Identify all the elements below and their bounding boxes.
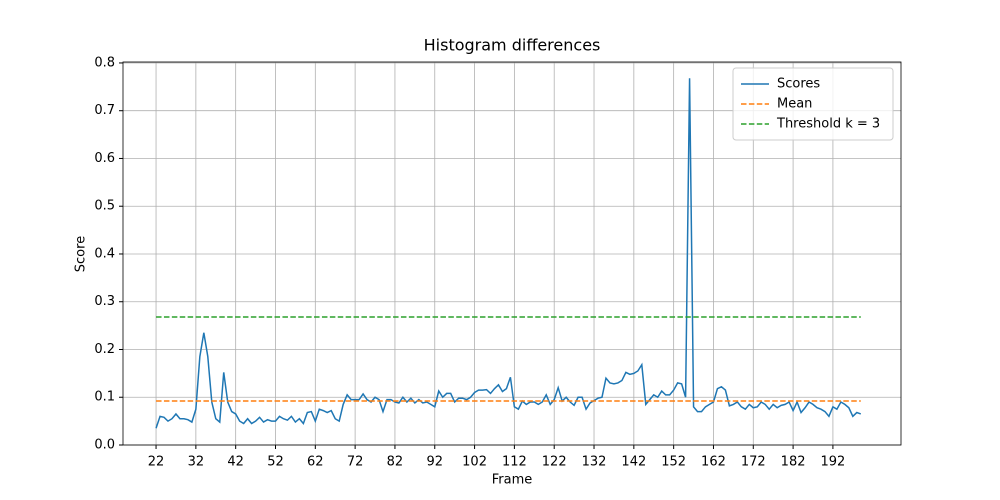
y-tick-label: 0.8 bbox=[94, 55, 115, 70]
y-tick-label: 0.6 bbox=[94, 151, 115, 166]
x-tick-label: 192 bbox=[821, 455, 846, 470]
x-tick-label: 72 bbox=[347, 455, 364, 470]
x-tick-label: 102 bbox=[462, 455, 487, 470]
axes-frame bbox=[122, 61, 902, 446]
x-tick-label: 132 bbox=[582, 455, 607, 470]
x-tick-label: 92 bbox=[426, 455, 443, 470]
legend-label: Scores bbox=[777, 77, 820, 92]
legend-label: Mean bbox=[777, 97, 812, 112]
y-axis-label: Score bbox=[74, 236, 89, 272]
x-tick-label: 162 bbox=[701, 455, 726, 470]
y-tick-label: 0.0 bbox=[94, 438, 115, 453]
x-tick-label: 62 bbox=[307, 455, 324, 470]
chart-title: Histogram differences bbox=[424, 36, 601, 55]
x-tick-label: 142 bbox=[621, 455, 646, 470]
x-tick-label: 52 bbox=[267, 455, 284, 470]
legend-label: Threshold k = 3 bbox=[776, 117, 880, 132]
x-tick-label: 22 bbox=[148, 455, 165, 470]
x-tick-label: 112 bbox=[502, 455, 527, 470]
y-tick-label: 0.5 bbox=[94, 199, 115, 214]
x-tick-label: 42 bbox=[227, 455, 244, 470]
legend-box bbox=[732, 67, 894, 141]
y-tick-label: 0.3 bbox=[94, 294, 115, 309]
x-tick-label: 172 bbox=[741, 455, 766, 470]
y-tick-label: 0.4 bbox=[94, 246, 115, 261]
y-tick-label: 0.7 bbox=[94, 103, 115, 118]
x-tick-label: 182 bbox=[781, 455, 806, 470]
x-axis-label: Frame bbox=[492, 473, 533, 488]
x-tick-label: 82 bbox=[387, 455, 404, 470]
x-tick-label: 152 bbox=[661, 455, 686, 470]
line-series bbox=[155, 78, 862, 429]
x-tick-label: 122 bbox=[542, 455, 567, 470]
x-tick-label: 32 bbox=[188, 455, 205, 470]
y-tick-label: 0.2 bbox=[94, 342, 115, 357]
y-tick-label: 0.1 bbox=[94, 390, 115, 405]
